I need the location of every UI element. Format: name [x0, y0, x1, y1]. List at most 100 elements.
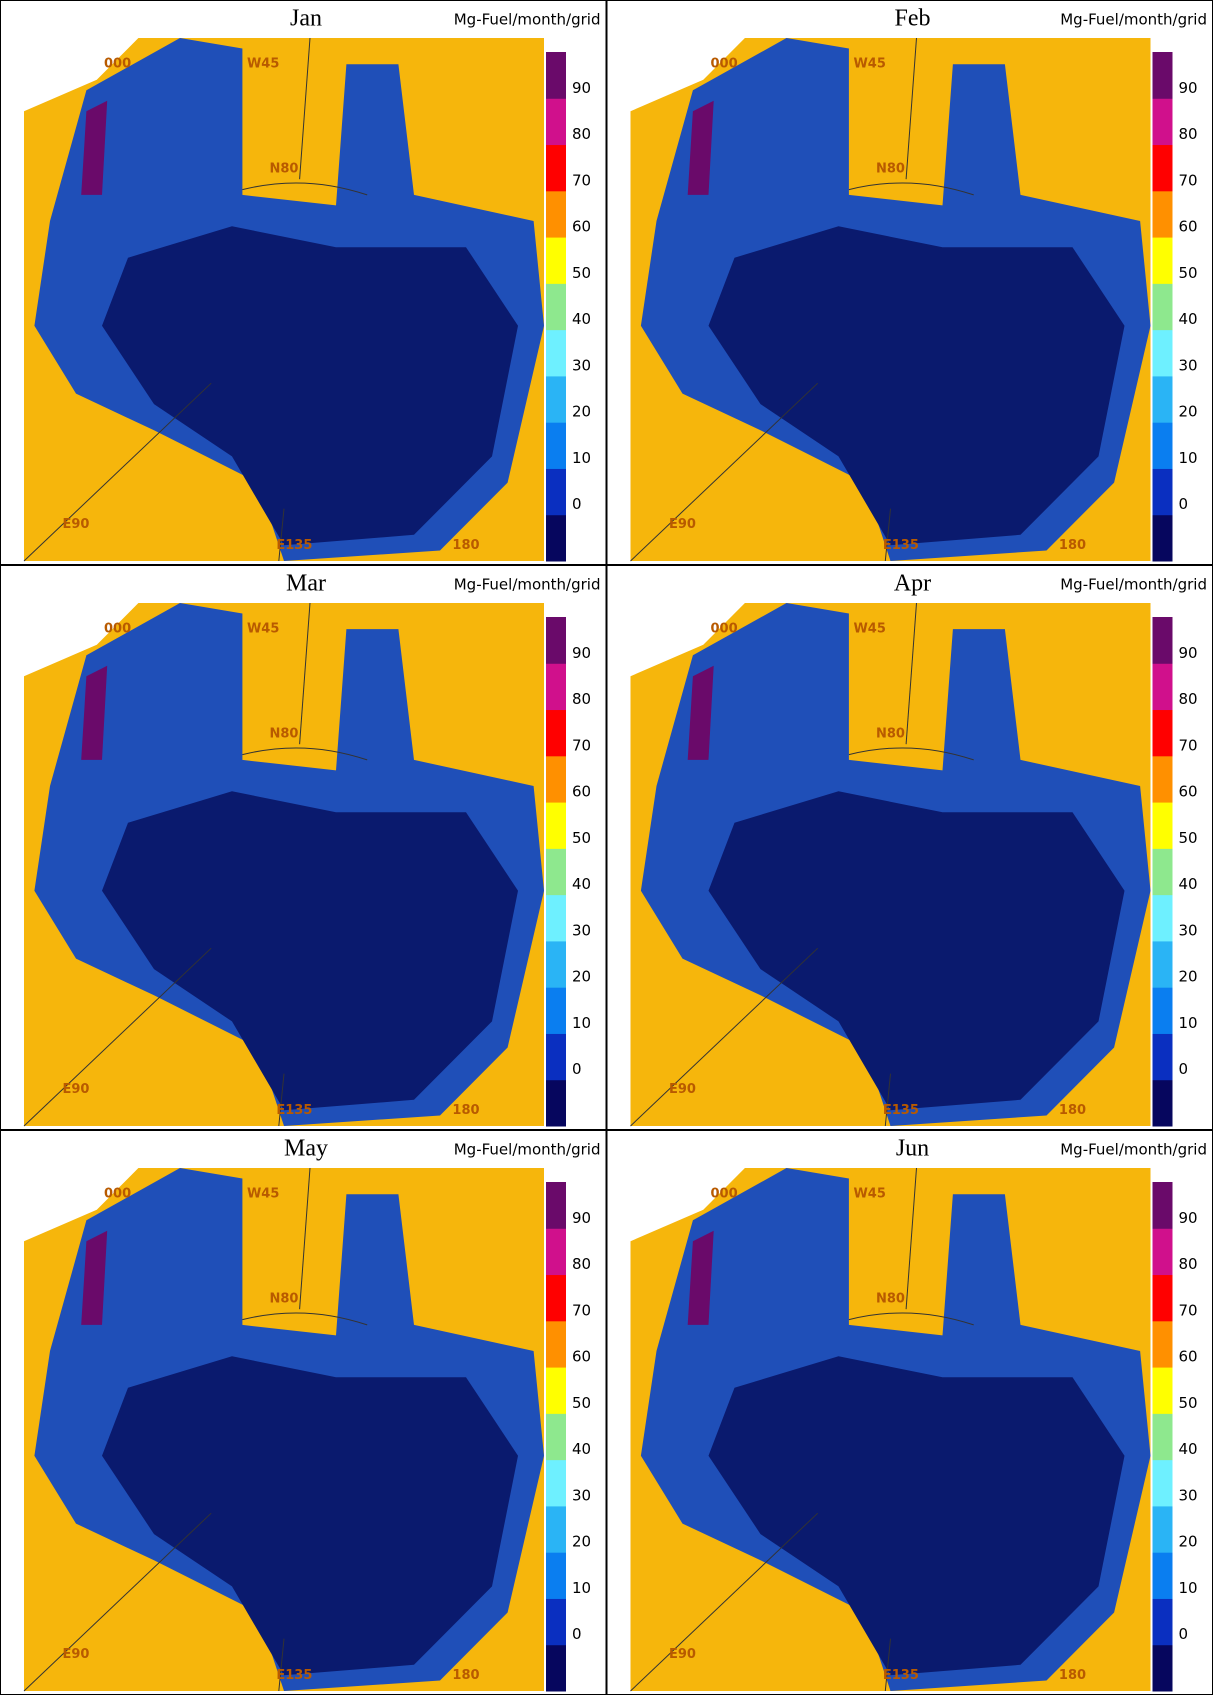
- colorbar-tick: 90: [1179, 79, 1198, 97]
- meridian: [299, 602, 311, 745]
- colorbar-tick: 40: [572, 1440, 591, 1458]
- meridian: [278, 1073, 285, 1127]
- colorbar-segment: [1152, 1182, 1173, 1229]
- colorbar-tick: 20: [572, 403, 591, 421]
- map-label: 000: [711, 622, 738, 637]
- colorbar-segment: [1152, 283, 1173, 331]
- panel: 000 W45 N80 E90 E135 180 Mar Mg-Fuel/month/grid…: [0, 565, 607, 1130]
- map-label: W45: [853, 57, 885, 72]
- colorbar-tick: 60: [1179, 218, 1198, 236]
- panel-title: Apr: [894, 571, 931, 597]
- colorbar-tick: 0: [1179, 1060, 1189, 1078]
- parallel: [848, 182, 974, 196]
- map-label: 180: [1059, 538, 1086, 553]
- colorbar-tick: 10: [1179, 449, 1198, 467]
- parallel: [242, 182, 368, 196]
- map-label: 180: [452, 1668, 479, 1683]
- colorbar-segment: [546, 1274, 566, 1322]
- high-band: [687, 1230, 714, 1325]
- colorbar-segment: [1152, 1228, 1173, 1276]
- colorbar-segment: [1152, 237, 1173, 284]
- colorbar-tick: 30: [572, 1486, 591, 1504]
- meridian: [23, 1512, 212, 1692]
- meridian: [905, 37, 917, 180]
- colorbar-segment: [546, 940, 566, 988]
- colorbar-tick: 0: [1179, 495, 1189, 513]
- colorbar-segment: [1152, 709, 1173, 757]
- parallel: [848, 747, 974, 761]
- meridian: [905, 1167, 917, 1310]
- map-label: 180: [452, 1103, 479, 1118]
- colorbar-segment: [1152, 1552, 1173, 1599]
- panel: 000 W45 N80 E90 E135 180 May Mg-Fuel/month/grid…: [0, 1130, 607, 1695]
- colorbar-tick: 20: [572, 968, 591, 986]
- unit-label: Mg-Fuel/month/grid: [454, 1141, 601, 1159]
- map-label: 000: [711, 1187, 738, 1202]
- map-label: E90: [63, 1647, 90, 1662]
- colorbar-tick: 60: [572, 783, 591, 801]
- map-label: E90: [669, 1647, 696, 1662]
- colorbar-segment: [546, 237, 566, 284]
- colorbar-segment: [1152, 1644, 1173, 1692]
- colorbar-tick: 60: [1179, 783, 1198, 801]
- map-label: N80: [270, 1291, 299, 1306]
- colorbar-segment: [546, 802, 566, 849]
- map-label: 180: [452, 538, 479, 553]
- meridian: [884, 1638, 891, 1692]
- map-label: E90: [669, 517, 696, 532]
- colorbar-tick: 20: [1179, 968, 1198, 986]
- colorbar-segment: [546, 1505, 566, 1553]
- colorbar-segment: [1152, 1413, 1173, 1461]
- colorbar-segment: [1152, 1274, 1173, 1322]
- colorbar-segment: [1152, 190, 1173, 238]
- colorbar-tick: 90: [572, 1209, 591, 1227]
- colorbar-tick: 90: [572, 644, 591, 662]
- colorbar-tick: 50: [572, 829, 591, 847]
- panel-title: May: [284, 1136, 328, 1162]
- colorbar-segment: [1152, 1505, 1173, 1553]
- unit-label: Mg-Fuel/month/grid: [1060, 1141, 1207, 1159]
- colorbar-segment: [546, 329, 566, 377]
- meridian: [278, 1638, 285, 1692]
- colorbar-segment: [546, 190, 566, 238]
- colorbar-segment: [1152, 987, 1173, 1034]
- colorbar-segment: [546, 1079, 566, 1127]
- map-label: W45: [247, 57, 279, 72]
- map-label: W45: [247, 1187, 279, 1202]
- colorbar-segment: [546, 755, 566, 803]
- colorbar-segment: [546, 52, 566, 99]
- colorbar-tick: 90: [1179, 1209, 1198, 1227]
- colorbar-tick: 10: [572, 1014, 591, 1032]
- meridian: [905, 602, 917, 745]
- colorbar-segment: [546, 514, 566, 562]
- colorbar-tick: 40: [1179, 310, 1198, 328]
- colorbar-tick: 40: [572, 875, 591, 893]
- map-label: W45: [853, 1187, 885, 1202]
- colorbar-segment: [1152, 98, 1173, 146]
- colorbar-tick: 60: [572, 1348, 591, 1366]
- colorbar-segment: [1152, 617, 1173, 664]
- map-label: E90: [63, 517, 90, 532]
- colorbar-segment: [1152, 1459, 1173, 1507]
- colorbar-tick: 50: [1179, 1394, 1198, 1412]
- high-band: [687, 665, 714, 760]
- sea-ice-core: [708, 226, 1125, 546]
- colorbar-tick: 50: [1179, 264, 1198, 282]
- panel-border: [0, 0, 607, 565]
- colorbar-tick: 10: [572, 449, 591, 467]
- colorbar-segment: [546, 1182, 566, 1229]
- colorbar-segment: [546, 1413, 566, 1461]
- ice-free: [630, 603, 745, 677]
- high-band: [81, 100, 108, 195]
- high-band: [81, 1230, 108, 1325]
- colorbar-segment: [546, 1552, 566, 1599]
- colorbar-tick: 70: [572, 1301, 591, 1319]
- unit-label: Mg-Fuel/month/grid: [1060, 576, 1207, 594]
- colorbar-tick: 80: [572, 690, 591, 708]
- colorbar-tick: 70: [1179, 736, 1198, 754]
- colorbar-tick: 40: [1179, 1440, 1198, 1458]
- colorbar-tick: 50: [572, 264, 591, 282]
- meridian: [299, 37, 311, 180]
- map-label: W45: [247, 622, 279, 637]
- map-label: 000: [104, 57, 131, 72]
